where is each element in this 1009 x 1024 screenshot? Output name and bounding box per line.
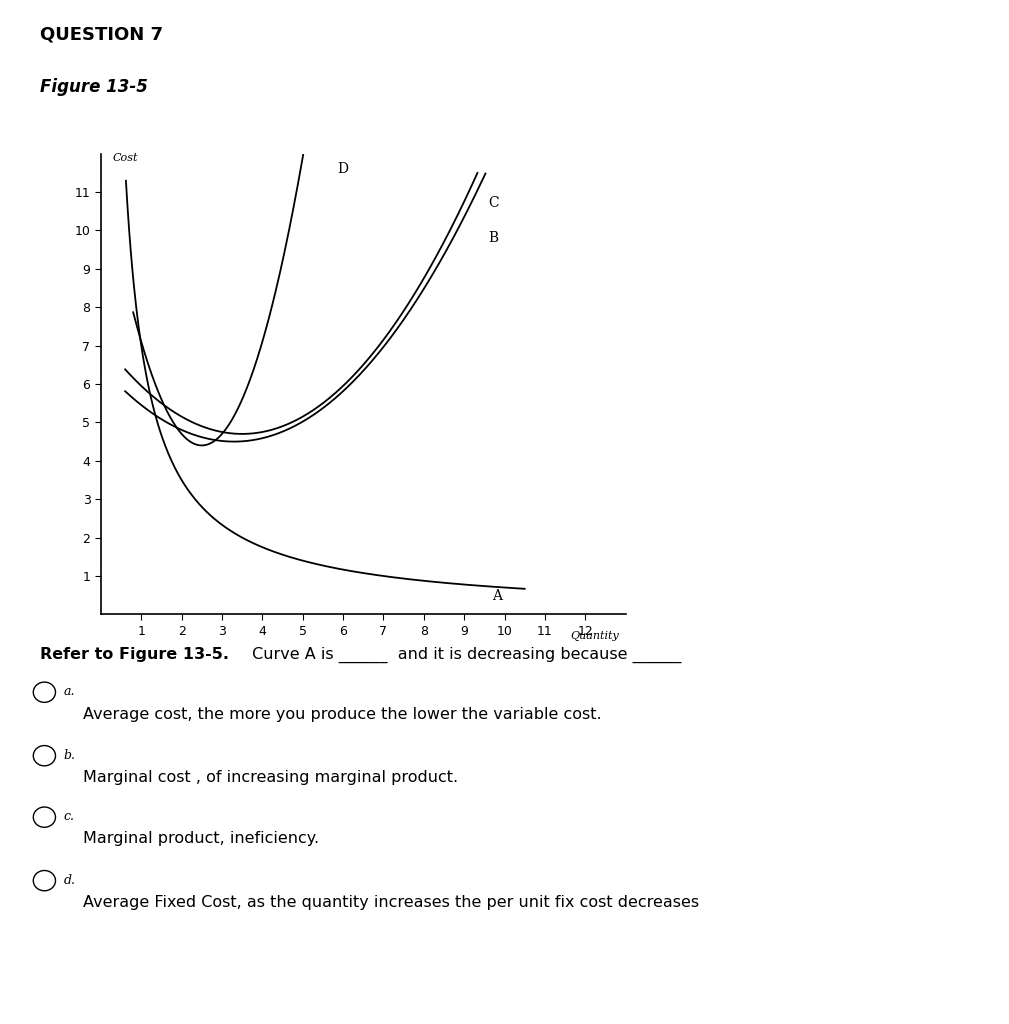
Text: D: D [337, 162, 348, 176]
Text: Refer to Figure 13-5.: Refer to Figure 13-5. [40, 647, 229, 663]
Text: Marginal cost , of increasing marginal product.: Marginal cost , of increasing marginal p… [83, 770, 458, 785]
Text: A: A [492, 589, 502, 603]
Text: a.: a. [64, 685, 75, 698]
Text: B: B [488, 231, 498, 245]
Text: Quantity: Quantity [571, 632, 620, 641]
Text: Curve A is ______  and it is decreasing because ______: Curve A is ______ and it is decreasing b… [247, 647, 682, 664]
Text: Average Fixed Cost, as the quantity increases the per unit fix cost decreases: Average Fixed Cost, as the quantity incr… [83, 895, 699, 910]
Text: Cost: Cost [113, 154, 138, 163]
Text: Marginal product, ineficiency.: Marginal product, ineficiency. [83, 831, 319, 847]
Text: Average cost, the more you produce the lower the variable cost.: Average cost, the more you produce the l… [83, 707, 601, 722]
Text: d.: d. [64, 873, 76, 887]
Text: c.: c. [64, 810, 75, 823]
Text: QUESTION 7: QUESTION 7 [40, 26, 163, 44]
Text: C: C [488, 197, 499, 210]
Text: Figure 13-5: Figure 13-5 [40, 78, 148, 96]
Text: b.: b. [64, 749, 76, 762]
